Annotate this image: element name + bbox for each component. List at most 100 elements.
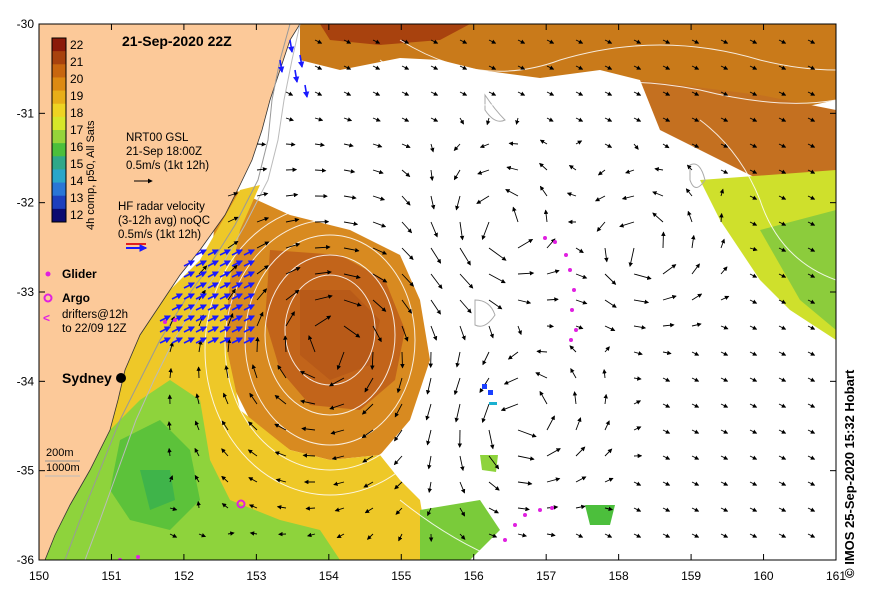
velocity-arrow	[749, 91, 758, 96]
velocity-arrow	[570, 368, 577, 379]
velocity-arrow	[685, 188, 693, 197]
velocity-arrow	[778, 65, 787, 70]
lon-tick-label: 156	[464, 569, 484, 583]
velocity-arrow	[169, 316, 175, 327]
velocity-arrow	[251, 364, 258, 379]
hf-radar-arrow	[195, 326, 207, 333]
hf-radar-arrow	[207, 315, 219, 322]
velocity-arrow	[459, 325, 466, 341]
velocity-arrow	[720, 507, 729, 512]
velocity-arrow	[430, 273, 443, 290]
velocity-arrow	[720, 455, 729, 460]
lon-tick-label: 151	[101, 569, 121, 583]
velocity-arrow	[168, 367, 173, 379]
velocity-arrow	[427, 481, 433, 493]
velocity-arrow	[299, 370, 316, 379]
velocity-arrow	[543, 209, 549, 223]
hf-radar-arrow	[195, 337, 207, 344]
velocity-arrow	[488, 533, 498, 538]
velocity-arrow	[628, 247, 635, 268]
velocity-arrow	[546, 117, 554, 122]
velocity-arrow	[575, 65, 584, 70]
velocity-arrow	[691, 377, 700, 382]
velocity-arrow	[807, 169, 816, 174]
velocity-arrow	[401, 273, 414, 287]
velocity-arrow	[720, 65, 729, 70]
velocity-arrow	[364, 377, 374, 393]
hf-radar-arrow	[231, 282, 243, 289]
velocity-arrow	[807, 299, 816, 304]
colorbar-swatch	[52, 143, 66, 157]
velocity-arrow	[691, 39, 700, 44]
velocity-arrow	[336, 351, 345, 370]
hf-radar-arrow	[219, 260, 231, 267]
velocity-arrow	[328, 377, 345, 387]
sst-green-patch	[585, 505, 615, 525]
velocity-arrow	[401, 39, 410, 44]
velocity-arrow	[169, 341, 174, 353]
velocity-arrow	[546, 477, 561, 483]
velocity-arrow	[662, 481, 671, 486]
velocity-arrow	[749, 533, 758, 538]
velocity-arrow	[476, 195, 490, 204]
velocity-arrow	[633, 299, 650, 305]
velocity-arrow	[285, 289, 300, 301]
hf-radar-arrow	[231, 315, 243, 322]
lat-tick-label: -31	[17, 106, 35, 120]
velocity-arrow	[505, 189, 519, 197]
argo-float	[236, 499, 246, 509]
velocity-arrow	[654, 167, 664, 172]
velocity-arrow	[477, 169, 490, 175]
velocity-arrow	[488, 429, 495, 450]
velocity-arrow	[604, 477, 614, 483]
velocity-arrow	[334, 507, 345, 512]
velocity-arrow	[575, 247, 584, 253]
colorbar-tick-label: 22	[70, 38, 84, 52]
hf-radar-arrow	[297, 54, 305, 69]
sst-green-patch-2	[480, 455, 498, 472]
velocity-arrow	[778, 143, 787, 148]
velocity-arrow	[430, 117, 439, 122]
velocity-arrow	[691, 322, 702, 327]
velocity-arrow	[221, 475, 229, 483]
colorbar-swatch	[52, 103, 66, 118]
velocity-arrow	[274, 394, 287, 405]
velocity-arrow	[575, 476, 587, 483]
credit-label: IMOS 25-Sep-2020 15:32 Hobart	[842, 369, 857, 565]
hf-legend-line1: HF radar velocity	[118, 201, 205, 213]
velocity-arrow	[274, 451, 287, 457]
hf-radar-arrow	[302, 84, 310, 99]
velocity-arrow	[333, 481, 345, 486]
velocity-arrow	[455, 351, 461, 368]
colorbar-swatch	[52, 182, 66, 197]
longitude-axis: 150 151 152 153 154 155 156 157 158 159 160 161	[29, 24, 846, 583]
velocity-arrow	[169, 533, 178, 538]
velocity-arrow	[198, 533, 207, 538]
velocity-arrow	[372, 325, 382, 343]
hf-radar-arrow	[183, 337, 195, 344]
velocity-arrow	[517, 325, 522, 336]
hf-radar-arrow	[183, 282, 195, 289]
velocity-arrow	[662, 323, 675, 328]
colorbar-swatch	[52, 116, 66, 131]
hf-radar-arrow	[207, 260, 219, 267]
velocity-arrow	[604, 420, 610, 431]
velocity-arrow	[343, 65, 352, 70]
velocity-arrow	[459, 247, 471, 266]
velocity-arrow	[720, 403, 729, 408]
velocity-arrow	[430, 195, 436, 210]
velocity-arrow	[459, 481, 466, 494]
velocity-arrow	[662, 143, 670, 149]
velocity-arrow	[662, 117, 671, 122]
argo-legend-label: Argo	[62, 291, 90, 305]
lon-tick-label: 155	[391, 569, 411, 583]
colorbar-tick-label: 12	[70, 208, 84, 222]
colorbar-swatch	[52, 51, 66, 65]
velocity-arrow	[575, 91, 584, 96]
velocity-arrow	[749, 169, 758, 174]
hf-radar-arrow	[231, 249, 243, 256]
velocity-arrow	[306, 532, 316, 538]
velocity-arrow	[314, 245, 331, 250]
lon-tick-label: 158	[609, 569, 629, 583]
velocity-arrow	[807, 247, 816, 252]
